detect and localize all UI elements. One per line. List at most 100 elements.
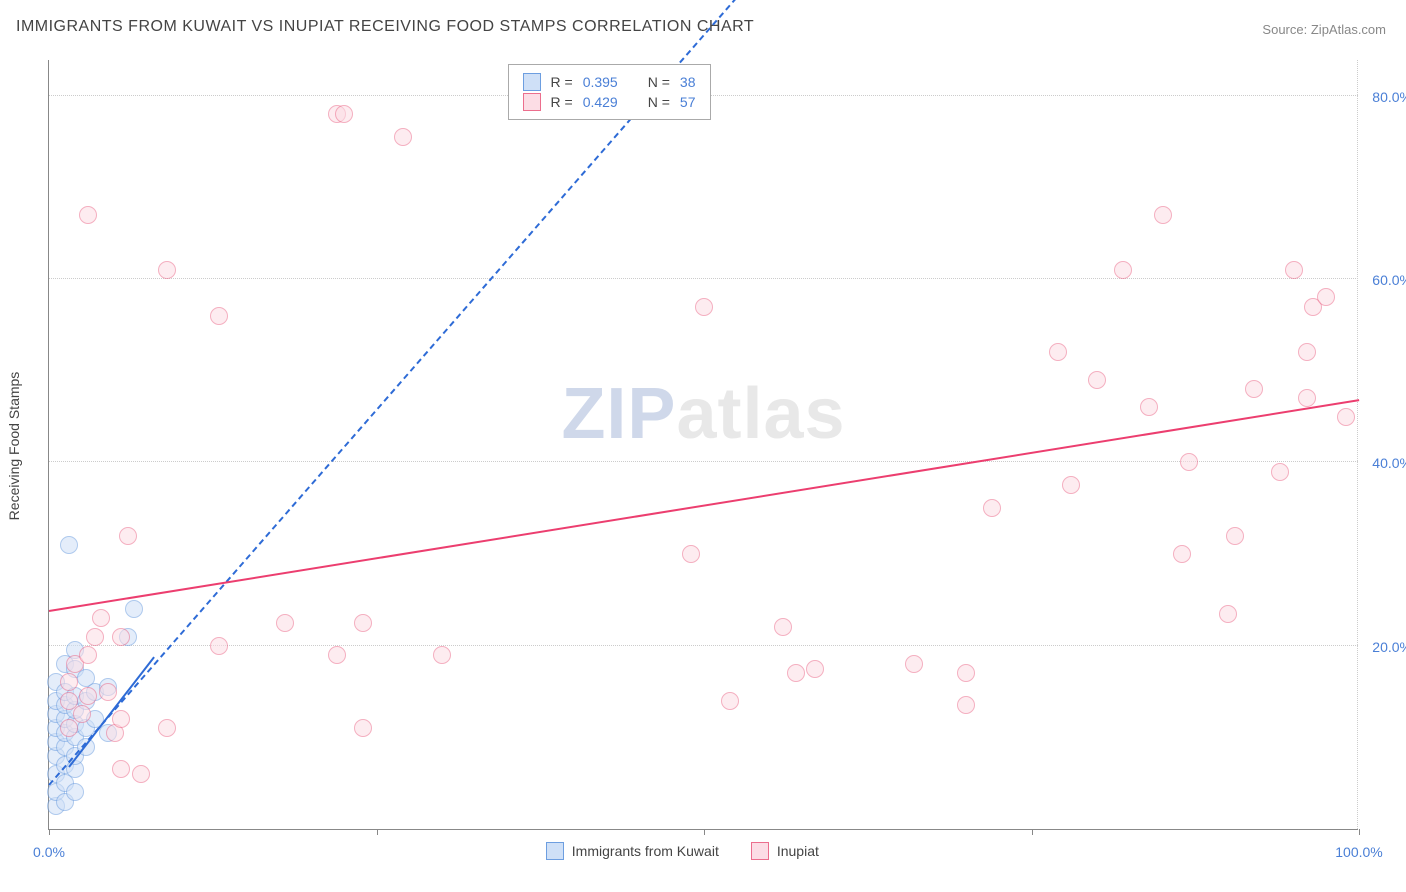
watermark: ZIPatlas bbox=[561, 373, 845, 455]
scatter-point-inupiat bbox=[1088, 371, 1106, 389]
legend-label: Immigrants from Kuwait bbox=[572, 843, 719, 859]
scatter-point-inupiat bbox=[112, 760, 130, 778]
scatter-point-inupiat bbox=[1226, 527, 1244, 545]
scatter-point-kuwait bbox=[66, 783, 84, 801]
scatter-point-inupiat bbox=[158, 261, 176, 279]
x-tick-mark bbox=[1359, 829, 1360, 835]
scatter-point-inupiat bbox=[983, 499, 1001, 517]
scatter-point-inupiat bbox=[119, 527, 137, 545]
scatter-point-inupiat bbox=[695, 298, 713, 316]
scatter-point-inupiat bbox=[1219, 605, 1237, 623]
chart-title: IMMIGRANTS FROM KUWAIT VS INUPIAT RECEIV… bbox=[16, 18, 754, 36]
scatter-point-inupiat bbox=[721, 692, 739, 710]
legend-swatch-kuwait bbox=[546, 842, 564, 860]
scatter-point-inupiat bbox=[354, 614, 372, 632]
scatter-point-inupiat bbox=[276, 614, 294, 632]
n-label: N = bbox=[648, 74, 670, 90]
scatter-point-inupiat bbox=[1114, 261, 1132, 279]
scatter-point-inupiat bbox=[112, 710, 130, 728]
correlation-row-inupiat: R = 0.429 N = 57 bbox=[523, 93, 696, 111]
scatter-point-inupiat bbox=[158, 719, 176, 737]
scatter-point-inupiat bbox=[79, 206, 97, 224]
y-tick-label: 20.0% bbox=[1372, 639, 1406, 655]
x-tick-mark bbox=[49, 829, 50, 835]
watermark-atlas: atlas bbox=[676, 374, 845, 454]
scatter-point-inupiat bbox=[394, 128, 412, 146]
gridline-y bbox=[49, 645, 1358, 646]
scatter-point-inupiat bbox=[328, 646, 346, 664]
scatter-point-inupiat bbox=[132, 765, 150, 783]
scatter-point-inupiat bbox=[112, 628, 130, 646]
x-tick-label: 100.0% bbox=[1335, 844, 1382, 860]
legend-item-kuwait: Immigrants from Kuwait bbox=[546, 842, 719, 860]
scatter-point-inupiat bbox=[806, 660, 824, 678]
scatter-point-inupiat bbox=[774, 618, 792, 636]
y-tick-label: 80.0% bbox=[1372, 89, 1406, 105]
correlation-row-kuwait: R = 0.395 N = 38 bbox=[523, 73, 696, 91]
gridline-y bbox=[49, 278, 1358, 279]
scatter-point-inupiat bbox=[1062, 476, 1080, 494]
r-value: 0.395 bbox=[583, 74, 618, 90]
scatter-point-inupiat bbox=[1298, 389, 1316, 407]
y-tick-label: 60.0% bbox=[1372, 272, 1406, 288]
watermark-zip: ZIP bbox=[561, 374, 676, 454]
source-value: ZipAtlas.com bbox=[1311, 22, 1386, 37]
n-value: 38 bbox=[680, 74, 696, 90]
plot-area: ZIPatlas 20.0%40.0%60.0%80.0%0.0%100.0%R… bbox=[48, 60, 1358, 830]
scatter-point-inupiat bbox=[957, 696, 975, 714]
n-value: 57 bbox=[680, 94, 696, 110]
scatter-point-inupiat bbox=[1049, 343, 1067, 361]
scatter-point-inupiat bbox=[1298, 343, 1316, 361]
source-attribution: Source: ZipAtlas.com bbox=[1262, 22, 1386, 37]
scatter-point-inupiat bbox=[1245, 380, 1263, 398]
legend-swatch-kuwait bbox=[523, 73, 541, 91]
trend-line bbox=[49, 399, 1359, 612]
legend: Immigrants from Kuwait Inupiat bbox=[546, 842, 819, 860]
scatter-point-inupiat bbox=[60, 719, 78, 737]
x-tick-mark bbox=[704, 829, 705, 835]
scatter-point-inupiat bbox=[905, 655, 923, 673]
scatter-point-inupiat bbox=[354, 719, 372, 737]
scatter-point-inupiat bbox=[682, 545, 700, 563]
x-tick-label: 0.0% bbox=[33, 844, 65, 860]
r-label: R = bbox=[551, 74, 573, 90]
scatter-point-inupiat bbox=[1140, 398, 1158, 416]
scatter-point-inupiat bbox=[60, 673, 78, 691]
scatter-point-inupiat bbox=[1271, 463, 1289, 481]
scatter-point-inupiat bbox=[210, 307, 228, 325]
scatter-point-inupiat bbox=[1317, 288, 1335, 306]
scatter-point-inupiat bbox=[79, 687, 97, 705]
legend-item-inupiat: Inupiat bbox=[751, 842, 819, 860]
right-border-dotted bbox=[1357, 60, 1358, 829]
n-label: N = bbox=[648, 94, 670, 110]
scatter-point-inupiat bbox=[1285, 261, 1303, 279]
x-tick-mark bbox=[1032, 829, 1033, 835]
y-axis-label: Receiving Food Stamps bbox=[6, 372, 22, 521]
scatter-point-inupiat bbox=[86, 628, 104, 646]
chart-container: IMMIGRANTS FROM KUWAIT VS INUPIAT RECEIV… bbox=[0, 0, 1406, 892]
scatter-point-inupiat bbox=[433, 646, 451, 664]
scatter-point-inupiat bbox=[335, 105, 353, 123]
r-value: 0.429 bbox=[583, 94, 618, 110]
scatter-point-inupiat bbox=[957, 664, 975, 682]
scatter-point-inupiat bbox=[92, 609, 110, 627]
x-tick-mark bbox=[377, 829, 378, 835]
correlation-info-box: R = 0.395 N = 38 R = 0.429 N = 57 bbox=[508, 64, 711, 120]
scatter-point-inupiat bbox=[73, 705, 91, 723]
y-tick-label: 40.0% bbox=[1372, 455, 1406, 471]
scatter-point-inupiat bbox=[99, 683, 117, 701]
r-label: R = bbox=[551, 94, 573, 110]
legend-label: Inupiat bbox=[777, 843, 819, 859]
source-label: Source: bbox=[1262, 22, 1307, 37]
scatter-point-inupiat bbox=[1173, 545, 1191, 563]
scatter-point-kuwait bbox=[60, 536, 78, 554]
scatter-point-inupiat bbox=[1337, 408, 1355, 426]
legend-swatch-inupiat bbox=[751, 842, 769, 860]
scatter-point-inupiat bbox=[1154, 206, 1172, 224]
scatter-point-inupiat bbox=[79, 646, 97, 664]
scatter-point-inupiat bbox=[787, 664, 805, 682]
scatter-point-inupiat bbox=[1180, 453, 1198, 471]
gridline-y bbox=[49, 461, 1358, 462]
scatter-point-inupiat bbox=[210, 637, 228, 655]
legend-swatch-inupiat bbox=[523, 93, 541, 111]
